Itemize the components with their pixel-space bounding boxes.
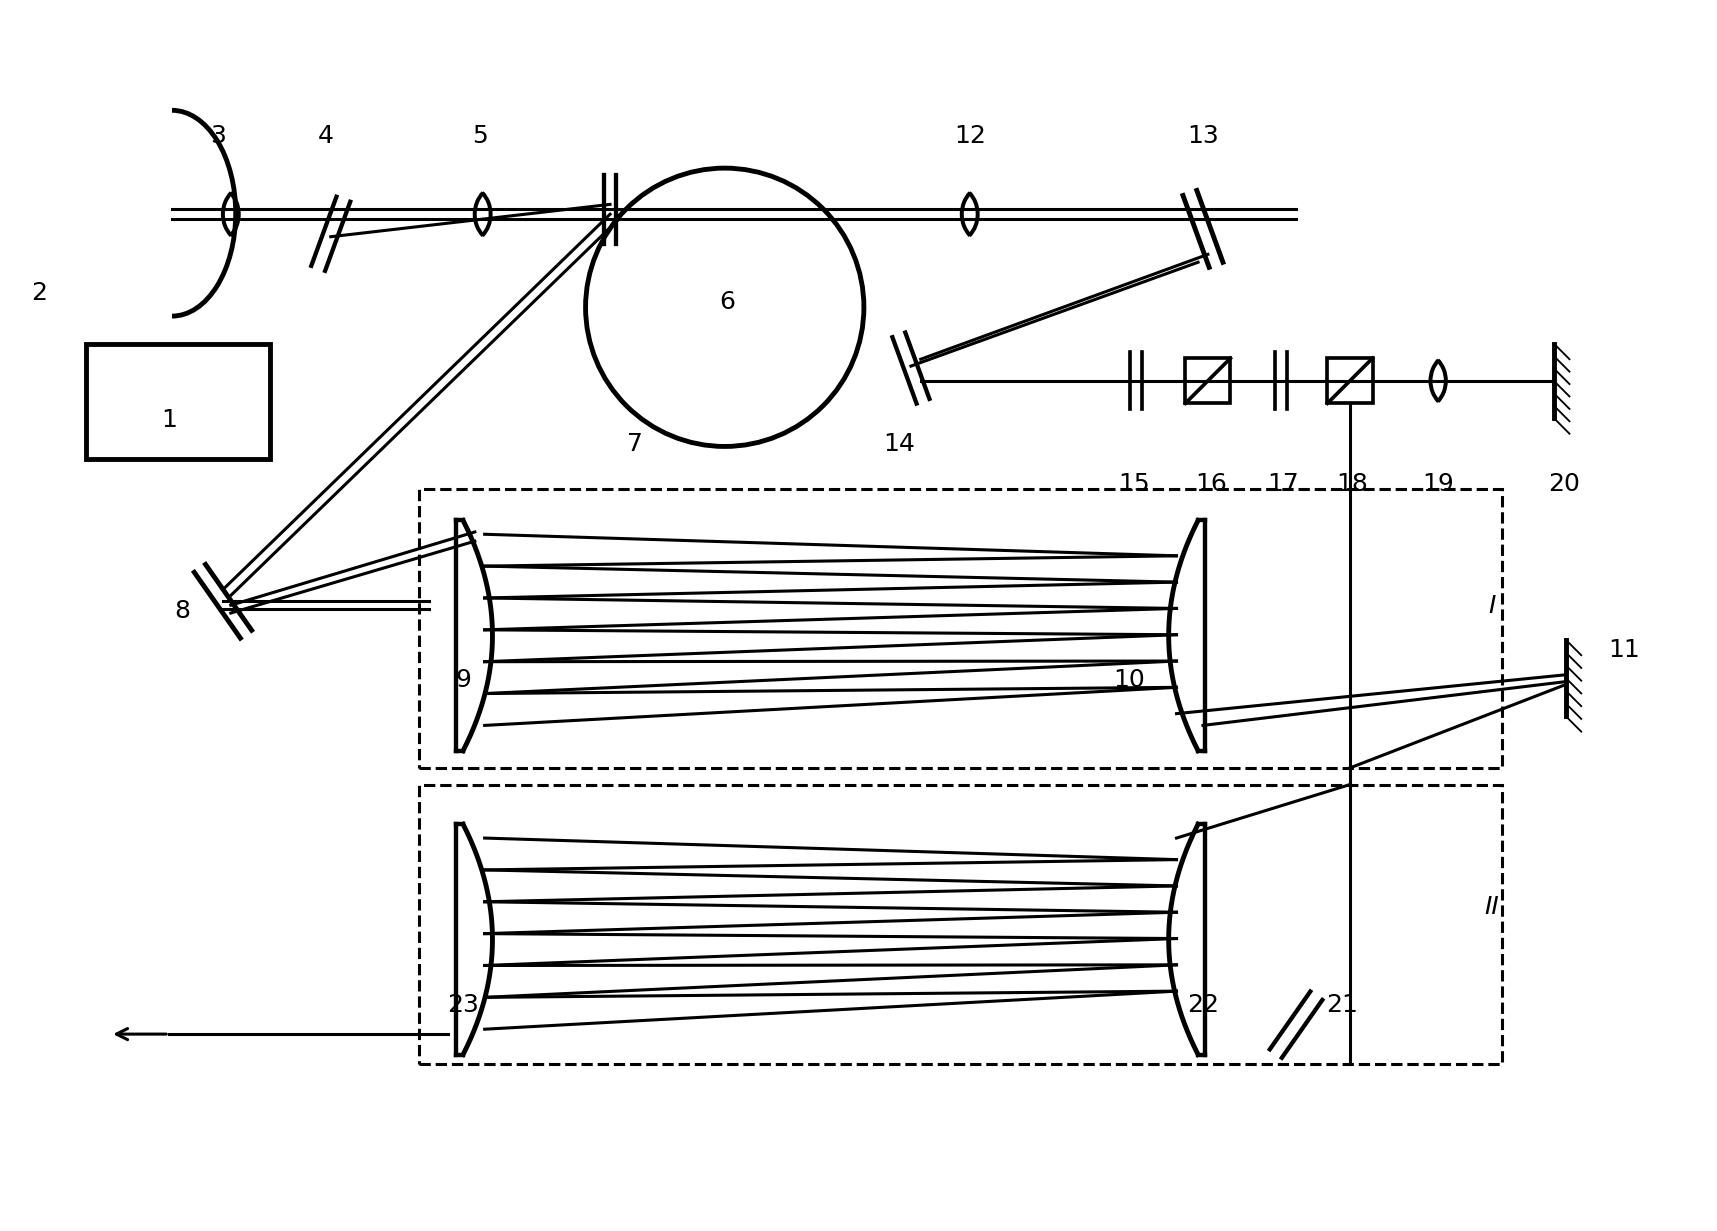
Text: I: I [1489,595,1496,618]
Text: 18: 18 [1336,471,1368,496]
Text: 10: 10 [1114,667,1145,692]
Text: 19: 19 [1422,471,1454,496]
Bar [419,784,1502,1064]
Text: 1: 1 [161,407,177,432]
Text: 17: 17 [1267,471,1300,496]
Bar [1185,358,1231,404]
Text: 15: 15 [1118,471,1150,496]
Text: 22: 22 [1186,993,1219,1017]
Text: 14: 14 [883,432,915,457]
Text: 2: 2 [31,281,46,304]
Bar [419,489,1502,768]
Text: 16: 16 [1195,471,1226,496]
Text: 23: 23 [446,993,479,1017]
Text: 6: 6 [719,291,735,314]
Text: 21: 21 [1326,993,1358,1017]
Text: II: II [1485,895,1499,920]
Text: 12: 12 [953,124,986,148]
Text: 9: 9 [455,667,470,692]
Bar [1327,358,1372,404]
Text: 13: 13 [1186,124,1219,148]
Text: 4: 4 [318,124,333,148]
Text: 8: 8 [173,599,191,623]
Text: 5: 5 [472,124,488,148]
Bar [86,343,270,459]
Text: 3: 3 [209,124,227,148]
Text: 11: 11 [1609,639,1640,662]
Text: 20: 20 [1547,471,1580,496]
Text: 7: 7 [627,432,642,457]
